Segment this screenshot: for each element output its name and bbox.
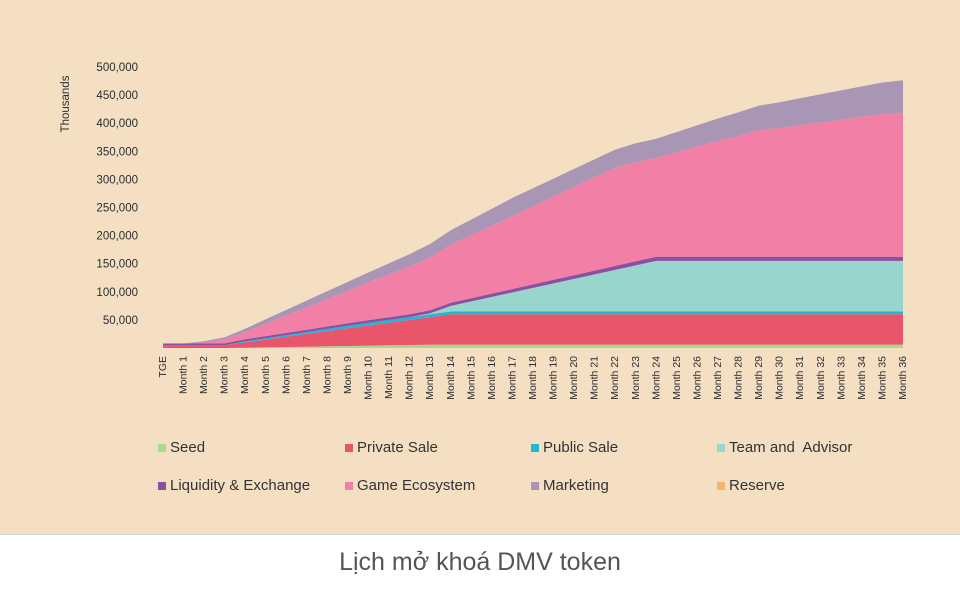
x-tick-label: Month 34 bbox=[856, 356, 868, 400]
chart-panel: Thousands 500,000 450,000 400,000 350,000 300… bbox=[0, 0, 960, 534]
x-tick-label: Month 16 bbox=[486, 356, 498, 400]
x-tick-label: Month 21 bbox=[589, 356, 601, 400]
figure-caption: Lịch mở khoá DMV token bbox=[339, 548, 621, 576]
legend-label: Private Sale bbox=[357, 439, 438, 456]
legend-label: Reserve bbox=[729, 477, 785, 494]
legend-swatch bbox=[158, 443, 166, 452]
x-tick-label: Month 4 bbox=[239, 356, 251, 394]
divider bbox=[0, 534, 960, 535]
area-marketing bbox=[163, 80, 903, 344]
x-tick-label: Month 13 bbox=[424, 356, 436, 400]
x-tick-label: Month 32 bbox=[815, 356, 827, 400]
x-tick-label: Month 22 bbox=[609, 356, 621, 400]
x-tick-label: Month 9 bbox=[342, 356, 354, 394]
x-tick-label: Month 35 bbox=[876, 356, 888, 400]
legend-swatch bbox=[158, 481, 166, 490]
x-tick-label: Month 11 bbox=[383, 356, 395, 399]
legend-label: Seed bbox=[170, 439, 206, 456]
y-tick-label: 50,000 bbox=[103, 315, 138, 327]
x-tick-label: Month 20 bbox=[568, 356, 580, 400]
legend-item-team-advisor: Team and Advisor bbox=[717, 439, 852, 456]
x-tick-label: Month 29 bbox=[753, 356, 765, 400]
x-tick-label: Month 5 bbox=[260, 356, 272, 394]
x-tick-label: Month 27 bbox=[712, 356, 724, 400]
legend-label: Team and Advisor bbox=[729, 439, 853, 456]
x-tick-label: Month 25 bbox=[671, 356, 683, 400]
x-tick-label: Month 28 bbox=[733, 356, 745, 400]
legend-item-seed: Seed bbox=[158, 439, 205, 456]
x-tick-label: Month 1 bbox=[178, 356, 190, 394]
x-tick-label: Month 31 bbox=[794, 356, 806, 400]
area-series-group bbox=[163, 80, 903, 348]
y-axis-title: Thousands bbox=[60, 75, 72, 132]
y-tick-label: 400,000 bbox=[96, 118, 138, 130]
legend-swatch bbox=[345, 481, 353, 490]
area-private-sale bbox=[163, 314, 903, 348]
area-game-ecosystem bbox=[163, 112, 903, 344]
y-tick-label: 100,000 bbox=[96, 287, 138, 299]
legend-swatch bbox=[345, 443, 353, 452]
x-tick-label: Month 6 bbox=[280, 356, 292, 394]
legend-item-liquidity-exchange: Liquidity & Exchange bbox=[158, 477, 310, 494]
legend-label: Marketing bbox=[543, 477, 609, 494]
stacked-area-chart: Thousands 500,000 450,000 400,000 350,000 300… bbox=[60, 62, 909, 400]
legend-item-reserve: Reserve bbox=[717, 477, 785, 494]
x-tick-label: Month 30 bbox=[774, 356, 786, 400]
legend-swatch bbox=[531, 443, 539, 452]
x-tick-label: Month 26 bbox=[691, 356, 703, 400]
y-tick-label: 300,000 bbox=[96, 174, 138, 186]
legend-swatch bbox=[717, 481, 725, 490]
area-team-and-advisor bbox=[163, 260, 903, 346]
y-tick-label: 150,000 bbox=[96, 259, 138, 271]
x-tick-label: Month 33 bbox=[835, 356, 847, 400]
legend-label: Game Ecosystem bbox=[357, 477, 476, 494]
x-tick-label: Month 12 bbox=[404, 356, 416, 400]
x-tick-label: Month 3 bbox=[219, 356, 231, 394]
x-tick-label: Month 24 bbox=[650, 356, 662, 400]
y-tick-label: 200,000 bbox=[96, 231, 138, 243]
area-seed bbox=[163, 344, 903, 348]
legend-item-marketing: Marketing bbox=[531, 477, 609, 494]
x-tick-label: Month 8 bbox=[321, 356, 333, 394]
legend-item-game-ecosystem: Game Ecosystem bbox=[345, 477, 475, 494]
x-tick-label: Month 10 bbox=[363, 356, 375, 400]
legend-swatch bbox=[531, 481, 539, 490]
legend-label: Liquidity & Exchange bbox=[170, 477, 311, 494]
x-tick-label: Month 7 bbox=[301, 356, 313, 394]
legend-item-public-sale: Public Sale bbox=[531, 439, 618, 456]
x-tick-label: Month 18 bbox=[527, 356, 539, 400]
y-tick-label: 350,000 bbox=[96, 146, 138, 158]
x-tick-label: Month 2 bbox=[198, 356, 210, 394]
x-tick-label: Month 14 bbox=[445, 356, 457, 400]
x-tick-label: Month 17 bbox=[506, 356, 518, 400]
y-tick-label: 450,000 bbox=[96, 90, 138, 102]
y-tick-label: 500,000 bbox=[96, 62, 138, 74]
x-tick-label: Month 15 bbox=[465, 356, 477, 400]
legend-swatch bbox=[717, 443, 725, 452]
legend-label: Public Sale bbox=[543, 439, 619, 456]
x-tick-label: Month 23 bbox=[630, 356, 642, 400]
x-tick-label: TGE bbox=[157, 356, 169, 378]
legend-item-private-sale: Private Sale bbox=[345, 439, 438, 456]
x-tick-label: Month 19 bbox=[548, 356, 560, 400]
x-tick-label: Month 36 bbox=[897, 356, 909, 400]
y-tick-label: 250,000 bbox=[96, 203, 138, 215]
